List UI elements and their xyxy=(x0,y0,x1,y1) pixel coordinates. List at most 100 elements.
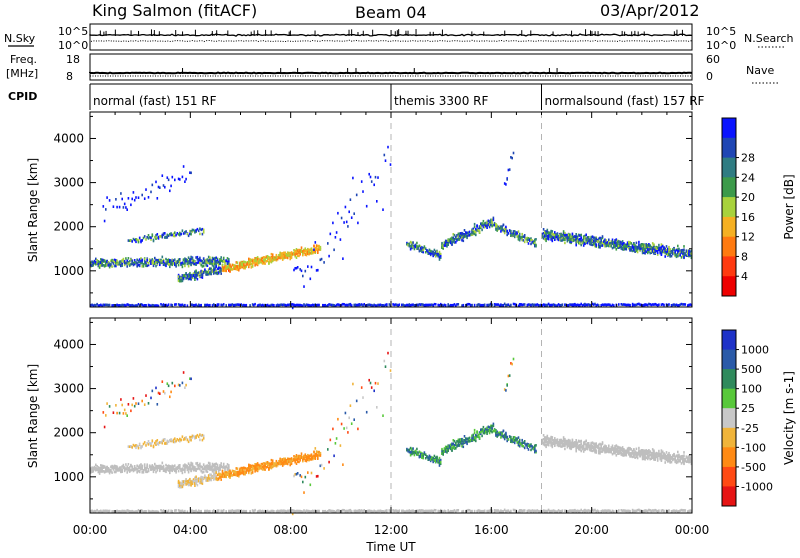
power-cell xyxy=(175,303,177,306)
power-cell xyxy=(666,245,668,248)
velocity-cell xyxy=(416,448,418,451)
power-cell xyxy=(128,197,130,200)
nave-top-tick: 60 xyxy=(706,53,720,66)
power-cell xyxy=(661,253,663,256)
velocity-cell xyxy=(125,463,127,466)
velocity-cell xyxy=(305,476,307,479)
velocity-cell xyxy=(505,389,507,392)
power-cell xyxy=(126,265,128,268)
power-cell xyxy=(209,256,211,259)
power-cell xyxy=(683,248,685,251)
velocity-cell xyxy=(554,444,556,447)
power-cell xyxy=(138,196,140,199)
colorbar-swatch xyxy=(722,237,736,257)
velocity-cell xyxy=(203,471,205,474)
power-cell xyxy=(139,265,141,268)
power-cell xyxy=(223,257,225,260)
power-cell xyxy=(133,191,135,194)
power-cell xyxy=(134,199,136,202)
velocity-cell xyxy=(311,472,313,475)
power-cell xyxy=(491,221,493,224)
power-cell xyxy=(317,269,319,272)
power-cell xyxy=(141,239,143,242)
power-cell xyxy=(345,206,347,209)
velocity-cell xyxy=(340,444,342,447)
velocity-cell xyxy=(346,427,348,430)
velocity-cell xyxy=(220,462,222,465)
freq-panel: Freq. [MHz] 18 8 60 0 Nave xyxy=(6,53,780,83)
freq-label: Freq. xyxy=(10,53,37,66)
power-cell xyxy=(169,266,171,269)
velocity-cell xyxy=(124,409,126,412)
velocity-cell xyxy=(188,471,190,474)
power-cell xyxy=(663,304,665,307)
power-cell xyxy=(474,304,476,307)
power-cell xyxy=(135,196,137,199)
velocity-cell xyxy=(141,400,143,403)
velocity-cell xyxy=(215,471,217,474)
power-cell xyxy=(246,304,248,307)
velocity-cell xyxy=(321,464,323,467)
power-cell xyxy=(182,229,184,232)
power-cell xyxy=(164,186,166,189)
power-cell xyxy=(357,222,359,225)
power-cell xyxy=(139,237,141,240)
power-cell xyxy=(237,261,239,264)
velocity-cell xyxy=(130,410,132,413)
velocity-cell xyxy=(123,412,125,415)
velocity-cell xyxy=(552,436,554,439)
power-cell xyxy=(220,256,222,259)
velocity-cell xyxy=(190,470,192,473)
power-cpid-markers xyxy=(391,112,542,307)
velocity-cell xyxy=(447,449,449,452)
velocity-cell xyxy=(519,439,521,442)
power-cell xyxy=(653,243,655,246)
power-cell xyxy=(683,256,685,259)
velocity-cell xyxy=(491,427,493,430)
power-cell xyxy=(636,242,638,245)
power-cell xyxy=(109,304,111,307)
velocity-cell xyxy=(150,397,152,400)
power-cell xyxy=(113,205,115,208)
power-cell xyxy=(683,245,685,248)
power-cell xyxy=(366,205,368,208)
freq-bottom-tick: 8 xyxy=(66,70,73,83)
power-cell xyxy=(207,264,209,267)
velocity-cell xyxy=(222,470,224,473)
power-cell xyxy=(148,196,150,199)
velocity-cell xyxy=(174,464,176,467)
velocity-cell xyxy=(170,391,172,394)
velocity-cell xyxy=(385,365,387,368)
power-cell xyxy=(169,190,171,193)
velocity-cell xyxy=(377,382,379,385)
velocity-cell xyxy=(109,405,111,408)
velocity-cell xyxy=(342,463,344,466)
velocity-cell xyxy=(182,382,184,385)
velocity-cell xyxy=(514,442,516,445)
power-cell xyxy=(626,248,628,251)
velocity-cell xyxy=(141,445,143,448)
velocity-cell xyxy=(511,363,513,366)
power-cell xyxy=(184,265,186,268)
velocity-cell xyxy=(345,412,347,415)
freq-top-tick: 18 xyxy=(66,53,80,66)
velocity-cell xyxy=(157,403,159,406)
velocity-cell xyxy=(134,405,136,408)
power-cell xyxy=(608,239,610,242)
power-cell xyxy=(664,255,666,258)
beam-title: Beam 04 xyxy=(355,3,427,22)
velocity-cell xyxy=(337,418,339,421)
velocity-cell xyxy=(535,450,537,453)
power-cell xyxy=(524,241,526,244)
velocity-cell xyxy=(128,403,130,406)
power-cell xyxy=(535,238,537,241)
power-cell xyxy=(200,304,202,307)
power-cell xyxy=(184,304,186,307)
power-cell xyxy=(152,184,154,187)
velocity-cell xyxy=(116,412,118,415)
power-cell xyxy=(351,304,353,307)
power-cell xyxy=(340,238,342,241)
power-cell xyxy=(483,220,485,223)
power-cell xyxy=(332,222,334,225)
